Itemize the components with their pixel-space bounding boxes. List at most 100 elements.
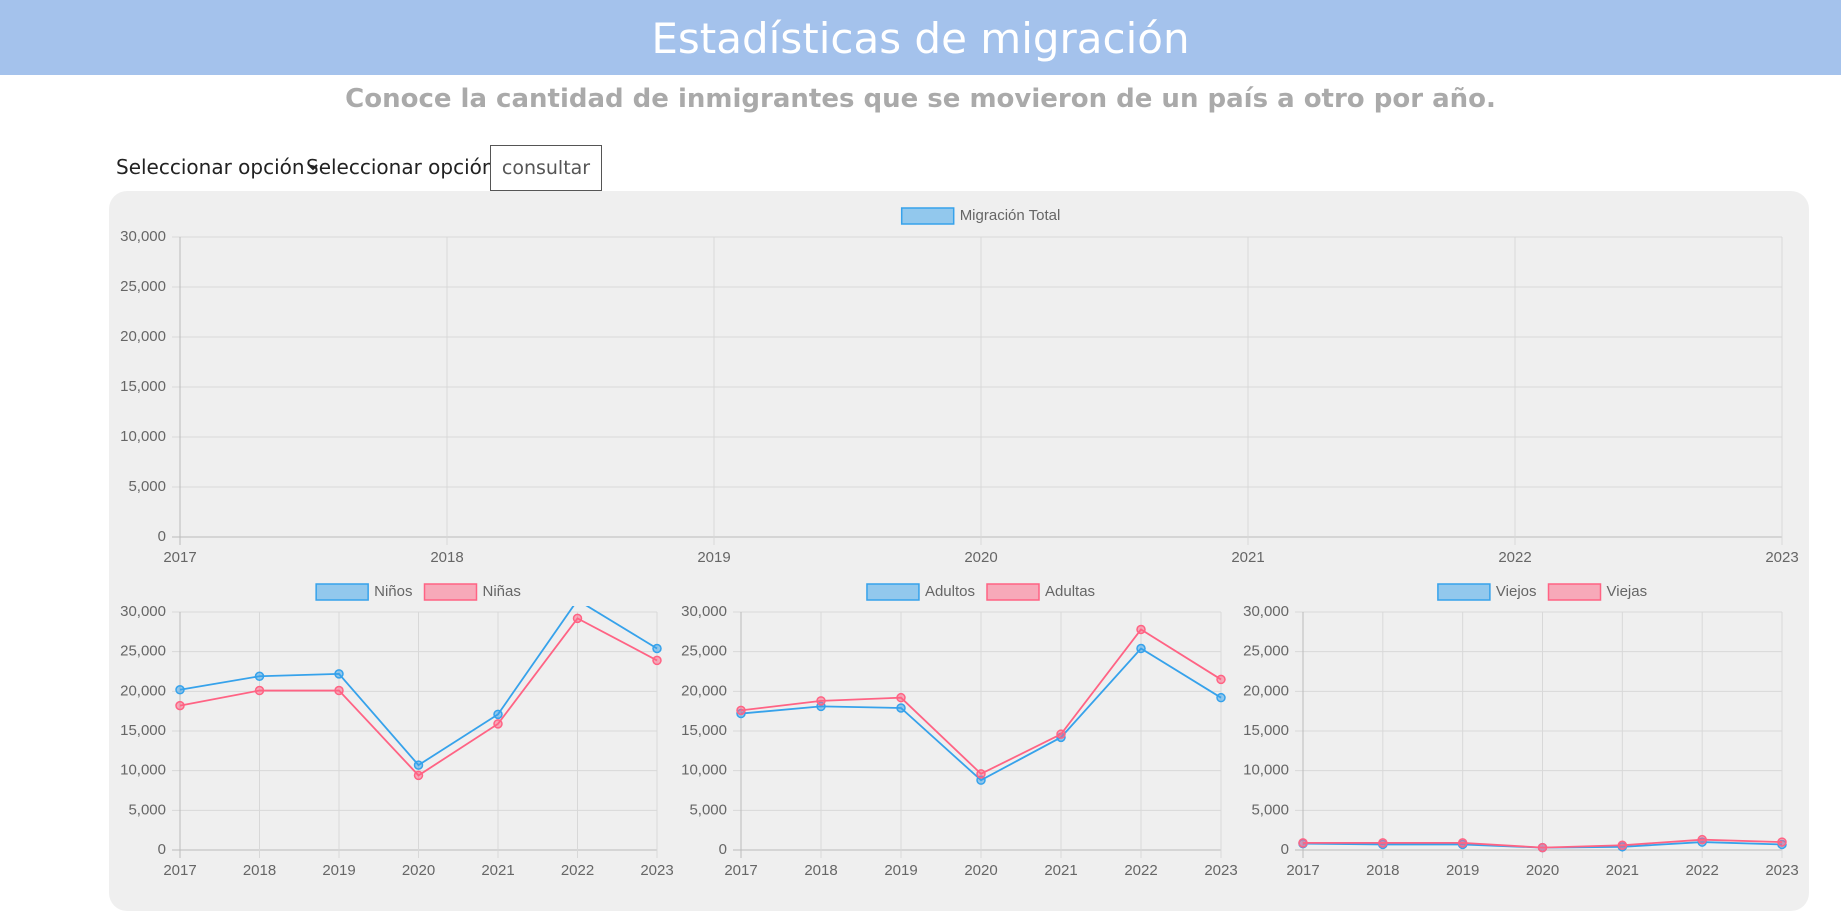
point: [652, 655, 662, 666]
y-tick-label: 15,000: [120, 722, 166, 739]
y-tick-label: 10,000: [1243, 762, 1289, 779]
point: [572, 613, 583, 624]
x-tick-label: 2020: [964, 549, 997, 566]
x-tick-label: 2020: [402, 862, 435, 879]
y-tick-label: 30,000: [120, 228, 166, 245]
x-tick-label: 2018: [804, 862, 837, 879]
point: [175, 684, 185, 695]
point: [896, 703, 906, 713]
x-tick-label: 2017: [163, 862, 196, 879]
legend-label: Viejas: [1607, 583, 1648, 600]
origin-select[interactable]: Seleccionar opción: [112, 154, 321, 180]
x-tick-label: 2022: [1685, 862, 1718, 879]
point: [493, 719, 503, 729]
x-tick-label: 2019: [1446, 862, 1479, 879]
chart-panel: [109, 191, 1809, 911]
point: [1537, 842, 1548, 853]
x-tick-label: 2021: [1606, 862, 1639, 879]
y-tick-label: 5,000: [1251, 801, 1289, 818]
point: [334, 669, 344, 679]
x-tick-label: 2018: [1366, 862, 1399, 879]
x-tick-label: 2017: [724, 862, 757, 879]
point: [254, 671, 265, 682]
query-button[interactable]: consultar: [490, 145, 602, 191]
x-tick-label: 2019: [697, 549, 730, 566]
y-tick-label: 5,000: [128, 801, 166, 818]
y-tick-label: 15,000: [1243, 722, 1289, 739]
point: [1378, 838, 1388, 848]
plot: [1298, 834, 1787, 853]
plot: [175, 596, 662, 781]
x-tick-label: 2020: [964, 862, 997, 879]
legend-swatch: [315, 583, 369, 601]
point: [574, 596, 582, 604]
y-tick-label: 20,000: [120, 328, 166, 345]
x-tick-label: 2023: [640, 862, 673, 879]
legend-label: Viejos: [1496, 583, 1537, 600]
x-tick-label: 2018: [243, 862, 276, 879]
x-tick-label: 2019: [884, 862, 917, 879]
y-tick-label: 30,000: [1243, 603, 1289, 620]
y-tick-label: 25,000: [120, 278, 166, 295]
x-tick-label: 2023: [1204, 862, 1237, 879]
legend-swatch: [900, 207, 955, 225]
y-tick-label: 25,000: [120, 643, 166, 660]
destination-select[interactable]: Seleccionar opción: [302, 154, 511, 180]
y-tick-label: 20,000: [120, 682, 166, 699]
point: [976, 769, 986, 779]
y-tick-label: 10,000: [120, 428, 166, 445]
y-tick-label: 20,000: [1243, 682, 1289, 699]
legend-label: Niñas: [483, 583, 521, 600]
legend-swatch: [1547, 583, 1602, 601]
y-tick-label: 10,000: [681, 762, 727, 779]
x-tick-label: 2022: [1498, 549, 1531, 566]
y-tick-label: 30,000: [120, 603, 166, 620]
legend-label: Adultas: [1045, 583, 1095, 600]
x-tick-label: 2021: [1044, 862, 1077, 879]
y-tick-label: 15,000: [120, 378, 166, 395]
point: [1777, 837, 1787, 847]
x-tick-label: 2018: [430, 549, 463, 566]
legend-swatch: [986, 583, 1040, 601]
point: [413, 770, 424, 781]
legend-label: Niños: [374, 583, 412, 600]
y-tick-label: 25,000: [681, 643, 727, 660]
legend-swatch: [423, 583, 478, 601]
point: [1136, 624, 1146, 635]
y-tick-label: 25,000: [1243, 643, 1289, 660]
plot: [736, 624, 1226, 785]
point: [1056, 729, 1066, 739]
x-tick-label: 2017: [1286, 862, 1319, 879]
y-tick-label: 0: [1281, 841, 1289, 858]
point: [1617, 840, 1628, 850]
point: [175, 700, 185, 711]
point: [1457, 838, 1468, 848]
point: [736, 705, 746, 716]
y-tick-label: 0: [719, 841, 727, 858]
y-tick-label: 30,000: [681, 603, 727, 620]
point: [493, 709, 503, 720]
x-tick-label: 2022: [561, 862, 594, 879]
legend-swatch: [866, 583, 920, 601]
y-tick-label: 20,000: [681, 682, 727, 699]
point: [1216, 692, 1226, 703]
point: [816, 696, 826, 706]
legend-swatch: [1437, 583, 1491, 601]
point: [652, 643, 662, 654]
legend-label: Adultos: [925, 583, 975, 600]
point: [1298, 838, 1308, 848]
point: [1136, 643, 1146, 654]
y-tick-label: 0: [158, 528, 166, 545]
point: [254, 685, 265, 696]
x-tick-label: 2017: [163, 549, 196, 566]
point: [334, 685, 344, 696]
point: [1216, 674, 1226, 685]
y-tick-label: 15,000: [681, 722, 727, 739]
legend-label: Migración Total: [960, 207, 1061, 224]
y-tick-label: 10,000: [120, 762, 166, 779]
x-tick-label: 2021: [1231, 549, 1264, 566]
x-tick-label: 2019: [322, 862, 355, 879]
x-tick-label: 2023: [1765, 862, 1798, 879]
x-tick-label: 2021: [481, 862, 514, 879]
